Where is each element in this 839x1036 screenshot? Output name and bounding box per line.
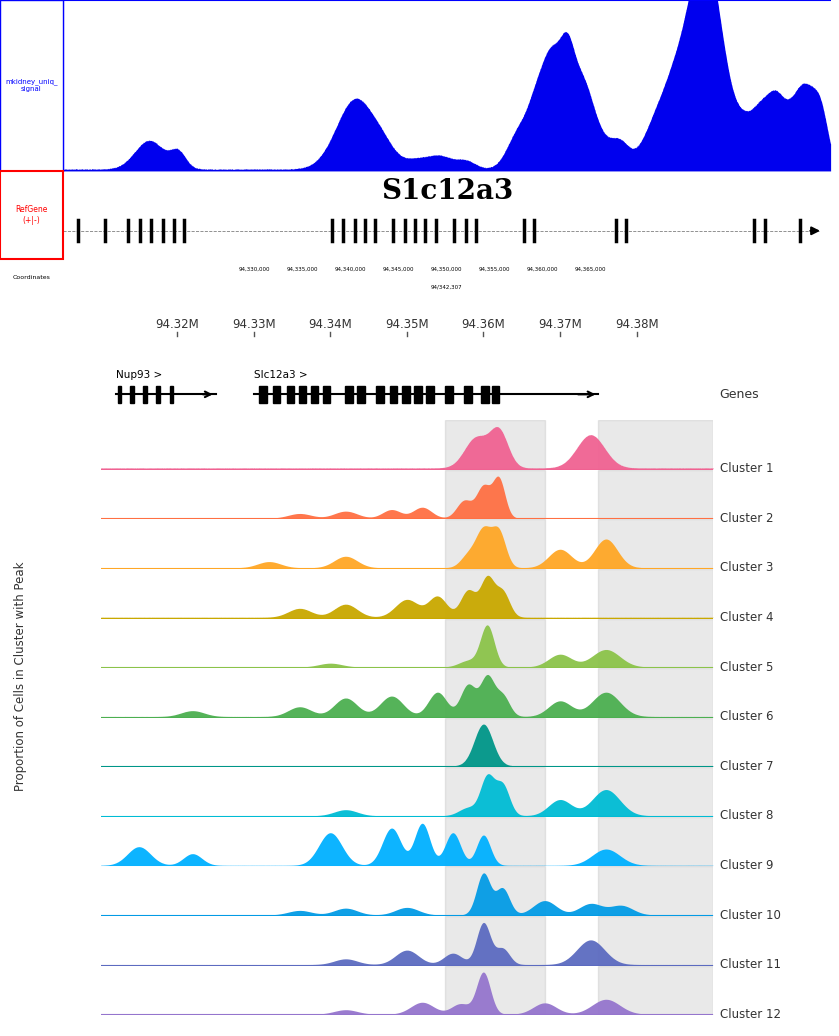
Bar: [323, 385, 331, 403]
Text: Cluster 3: Cluster 3: [721, 562, 774, 574]
Text: 94.38M: 94.38M: [615, 318, 659, 332]
Text: 94,335,000: 94,335,000: [287, 266, 319, 271]
Bar: [446, 469, 545, 519]
Bar: [287, 385, 294, 403]
Text: RefGene
(+|-): RefGene (+|-): [15, 205, 48, 225]
Bar: [156, 385, 159, 403]
Bar: [446, 718, 545, 768]
Bar: [598, 768, 713, 817]
Text: 94.33M: 94.33M: [232, 318, 275, 332]
Bar: [357, 385, 365, 403]
Bar: [598, 569, 713, 618]
Bar: [273, 385, 280, 403]
Text: Cluster 4: Cluster 4: [721, 611, 774, 624]
Text: 94,330,000: 94,330,000: [239, 266, 271, 271]
Text: Proportion of Cells in Cluster with Peak: Proportion of Cells in Cluster with Peak: [14, 562, 28, 790]
Text: Cluster 9: Cluster 9: [721, 859, 774, 872]
Bar: [598, 421, 713, 469]
Text: Cluster 2: Cluster 2: [721, 512, 774, 525]
Bar: [446, 866, 545, 916]
Text: Cluster 5: Cluster 5: [721, 661, 774, 673]
Bar: [390, 385, 398, 403]
Bar: [446, 668, 545, 718]
Text: 94.37M: 94.37M: [538, 318, 582, 332]
Bar: [414, 385, 421, 403]
Text: 94/342,307: 94/342,307: [431, 285, 462, 290]
Bar: [446, 569, 545, 618]
Text: Cluster 6: Cluster 6: [721, 711, 774, 723]
Bar: [598, 469, 713, 519]
Bar: [143, 385, 147, 403]
Text: mkidney_uniq_
signal: mkidney_uniq_ signal: [5, 79, 58, 92]
Text: 94,365,000: 94,365,000: [575, 266, 607, 271]
Bar: [482, 385, 489, 403]
Bar: [464, 385, 472, 403]
Bar: [446, 916, 545, 966]
Bar: [376, 385, 383, 403]
Bar: [310, 385, 318, 403]
Text: 94,355,000: 94,355,000: [479, 266, 510, 271]
Text: Cluster 8: Cluster 8: [721, 809, 774, 823]
Bar: [446, 421, 545, 469]
Bar: [446, 768, 545, 817]
Bar: [598, 916, 713, 966]
Bar: [402, 385, 409, 403]
Bar: [598, 817, 713, 866]
Text: S1c12a3: S1c12a3: [381, 178, 513, 205]
Bar: [299, 385, 306, 403]
Text: 94,345,000: 94,345,000: [383, 266, 414, 271]
Bar: [446, 817, 545, 866]
Text: 94,350,000: 94,350,000: [431, 266, 462, 271]
Bar: [345, 385, 352, 403]
Text: Cluster 11: Cluster 11: [721, 958, 781, 971]
Text: Genes: Genes: [719, 387, 759, 401]
Bar: [492, 385, 499, 403]
Bar: [598, 966, 713, 1015]
FancyBboxPatch shape: [0, 171, 63, 259]
Text: 94.34M: 94.34M: [309, 318, 352, 332]
Text: 94,340,000: 94,340,000: [335, 266, 367, 271]
Bar: [130, 385, 133, 403]
Bar: [259, 385, 267, 403]
Text: Slc12a3 >: Slc12a3 >: [254, 371, 307, 380]
Bar: [169, 385, 174, 403]
Bar: [426, 385, 434, 403]
Bar: [598, 668, 713, 718]
Bar: [117, 385, 122, 403]
Bar: [598, 718, 713, 768]
Bar: [445, 385, 452, 403]
Bar: [598, 519, 713, 569]
Text: Cluster 12: Cluster 12: [721, 1008, 781, 1020]
Text: Coordinates: Coordinates: [13, 275, 50, 280]
Bar: [598, 618, 713, 668]
Text: 94,360,000: 94,360,000: [527, 266, 559, 271]
Bar: [446, 519, 545, 569]
Text: 94.32M: 94.32M: [155, 318, 199, 332]
Bar: [446, 966, 545, 1015]
Bar: [446, 618, 545, 668]
Text: Cluster 1: Cluster 1: [721, 462, 774, 476]
Text: Cluster 10: Cluster 10: [721, 909, 781, 922]
Text: 94.36M: 94.36M: [461, 318, 505, 332]
Text: Cluster 7: Cluster 7: [721, 759, 774, 773]
Text: Nup93 >: Nup93 >: [116, 371, 162, 380]
Text: 94.35M: 94.35M: [385, 318, 429, 332]
FancyBboxPatch shape: [0, 0, 63, 171]
Bar: [598, 866, 713, 916]
